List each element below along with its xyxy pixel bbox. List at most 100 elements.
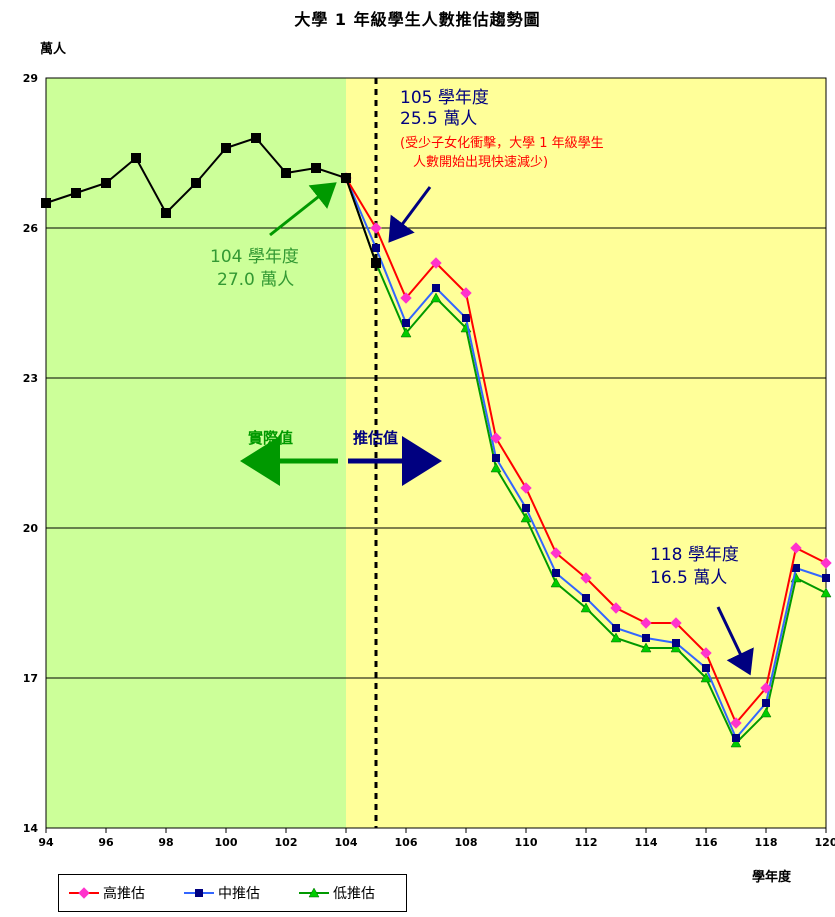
legend-item-mid: 中推估	[184, 875, 260, 911]
legend-swatch-mid	[184, 889, 214, 897]
annotation-105-year: 105 學年度	[400, 88, 489, 108]
point-low-106	[400, 327, 412, 338]
legend-swatch-low	[299, 887, 329, 898]
point-actual-102	[281, 168, 291, 178]
point-mid-120	[822, 574, 830, 582]
point-low-118	[760, 707, 772, 718]
point-low-113	[610, 632, 622, 643]
point-high-109	[490, 432, 502, 444]
point-high-119	[790, 542, 802, 554]
point-mid-114	[642, 634, 650, 642]
point-high-112	[580, 572, 592, 584]
point-low-117	[730, 737, 742, 748]
annotation-105-note-2: 人數開始出現快速減少)	[413, 154, 548, 170]
point-actual-104	[341, 173, 351, 183]
point-mid-118	[762, 699, 770, 707]
point-mid-107	[432, 284, 440, 292]
point-mid-115	[672, 639, 680, 647]
point-low-109	[490, 462, 502, 473]
arrow-118	[716, 606, 754, 676]
point-mid-105	[372, 244, 380, 252]
point-high-110	[520, 482, 532, 494]
point-mid-112	[582, 594, 590, 602]
actual-value-label: 實際值	[248, 429, 293, 447]
y-tick-label-26: 26	[23, 222, 39, 235]
point-mid-110	[522, 504, 530, 512]
point-high-114	[640, 617, 652, 629]
actual-region	[46, 78, 346, 828]
x-tick-label-106: 106	[395, 836, 418, 849]
x-tick-label-96: 96	[98, 836, 114, 849]
legend-marker-low	[308, 887, 320, 898]
annotation-118-value: 16.5 萬人	[650, 568, 727, 588]
legend-marker-mid	[195, 889, 203, 897]
annotation-104-year: 104 學年度	[210, 247, 299, 267]
x-tick-label-102: 102	[275, 836, 298, 849]
point-actual-101	[251, 133, 261, 143]
annotation-118-year: 118 學年度	[650, 545, 739, 565]
x-tick-label-100: 100	[215, 836, 238, 849]
point-low-112	[580, 602, 592, 613]
point-mid-113	[612, 624, 620, 632]
point-high-107	[430, 257, 442, 269]
y-tick-label-14: 14	[23, 822, 39, 835]
legend-swatch-high	[69, 887, 99, 899]
point-high-118	[760, 682, 772, 694]
point-actual-99	[191, 178, 201, 188]
estimate-value-label: 推估值	[353, 429, 398, 447]
point-mid-111	[552, 569, 560, 577]
point-low-107	[430, 292, 442, 303]
point-actual-98	[161, 208, 171, 218]
point-mid-108	[462, 314, 470, 322]
chart-title: 大學 1 年級學生人數推估趨勢圖	[294, 10, 541, 29]
legend-label-low: 低推估	[333, 886, 375, 902]
point-high-117	[730, 717, 742, 729]
point-low-111	[550, 577, 562, 588]
legend-label-high: 高推估	[103, 886, 145, 902]
point-high-113	[610, 602, 622, 614]
plot-frame	[45, 77, 827, 829]
point-low-115	[670, 642, 682, 653]
legend-item-high: 高推估	[69, 875, 145, 911]
point-high-116	[700, 647, 712, 659]
annotation-104-value: 27.0 萬人	[217, 270, 294, 290]
point-low-120	[820, 587, 832, 598]
x-axis-unit: 學年度	[752, 870, 792, 885]
legend-marker-high	[78, 887, 90, 899]
annotation-105-note-1: (受少子女化衝擊，大學 1 年級學生	[400, 135, 604, 151]
point-mid-109	[492, 454, 500, 462]
point-actual-96	[101, 178, 111, 188]
x-tick-label-110: 110	[515, 836, 538, 849]
x-tick-label-118: 118	[755, 836, 778, 849]
x-tick-label-112: 112	[575, 836, 598, 849]
point-mid-116	[702, 664, 710, 672]
x-tick-label-94: 94	[38, 836, 54, 849]
point-actual-100	[221, 143, 231, 153]
x-tick-label-114: 114	[635, 836, 658, 849]
point-actual-105	[371, 258, 381, 268]
point-low-116	[700, 672, 712, 683]
x-tick-label-98: 98	[158, 836, 173, 849]
x-tick-label-116: 116	[695, 836, 718, 849]
arrow-104	[269, 182, 337, 237]
point-actual-94	[41, 198, 51, 208]
legend-item-low: 低推估	[299, 875, 375, 911]
point-high-115	[670, 617, 682, 629]
point-mid-117	[732, 734, 740, 742]
arrow-105	[388, 186, 432, 243]
point-high-108	[460, 287, 472, 299]
point-mid-106	[402, 319, 410, 327]
point-high-111	[550, 547, 562, 559]
point-mid-119	[792, 564, 800, 572]
annotation-105-value: 25.5 萬人	[400, 109, 477, 129]
point-low-110	[520, 512, 532, 523]
legend: 高推估 中推估 低推估	[58, 874, 407, 912]
x-tick-label-108: 108	[455, 836, 478, 849]
y-tick-label-23: 23	[23, 372, 38, 385]
y-tick-label-17: 17	[23, 672, 38, 685]
y-tick-label-20: 20	[23, 522, 39, 535]
x-tick-label-120: 120	[815, 836, 835, 849]
x-tick-label-104: 104	[335, 836, 358, 849]
point-high-105	[370, 222, 382, 234]
point-high-106	[400, 292, 412, 304]
